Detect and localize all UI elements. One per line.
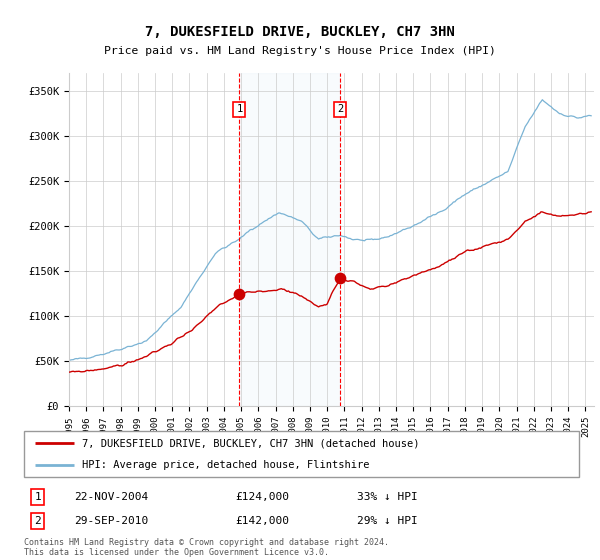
Text: 22-NOV-2004: 22-NOV-2004 bbox=[74, 492, 148, 502]
Text: 1: 1 bbox=[35, 492, 41, 502]
Text: 2: 2 bbox=[337, 105, 343, 114]
Text: Contains HM Land Registry data © Crown copyright and database right 2024.
This d: Contains HM Land Registry data © Crown c… bbox=[24, 538, 389, 557]
Text: 7, DUKESFIELD DRIVE, BUCKLEY, CH7 3HN: 7, DUKESFIELD DRIVE, BUCKLEY, CH7 3HN bbox=[145, 25, 455, 39]
Point bbox=[335, 274, 345, 283]
Text: 7, DUKESFIELD DRIVE, BUCKLEY, CH7 3HN (detached house): 7, DUKESFIELD DRIVE, BUCKLEY, CH7 3HN (d… bbox=[82, 438, 420, 448]
Text: 33% ↓ HPI: 33% ↓ HPI bbox=[357, 492, 418, 502]
Text: £142,000: £142,000 bbox=[235, 516, 289, 526]
Text: 2: 2 bbox=[35, 516, 41, 526]
Text: 29% ↓ HPI: 29% ↓ HPI bbox=[357, 516, 418, 526]
Text: 1: 1 bbox=[236, 105, 242, 114]
Text: £124,000: £124,000 bbox=[235, 492, 289, 502]
Point bbox=[235, 290, 244, 299]
FancyBboxPatch shape bbox=[24, 431, 579, 477]
Bar bbox=[239, 73, 340, 406]
Text: 29-SEP-2010: 29-SEP-2010 bbox=[74, 516, 148, 526]
Text: Price paid vs. HM Land Registry's House Price Index (HPI): Price paid vs. HM Land Registry's House … bbox=[104, 46, 496, 56]
Text: HPI: Average price, detached house, Flintshire: HPI: Average price, detached house, Flin… bbox=[82, 460, 370, 470]
